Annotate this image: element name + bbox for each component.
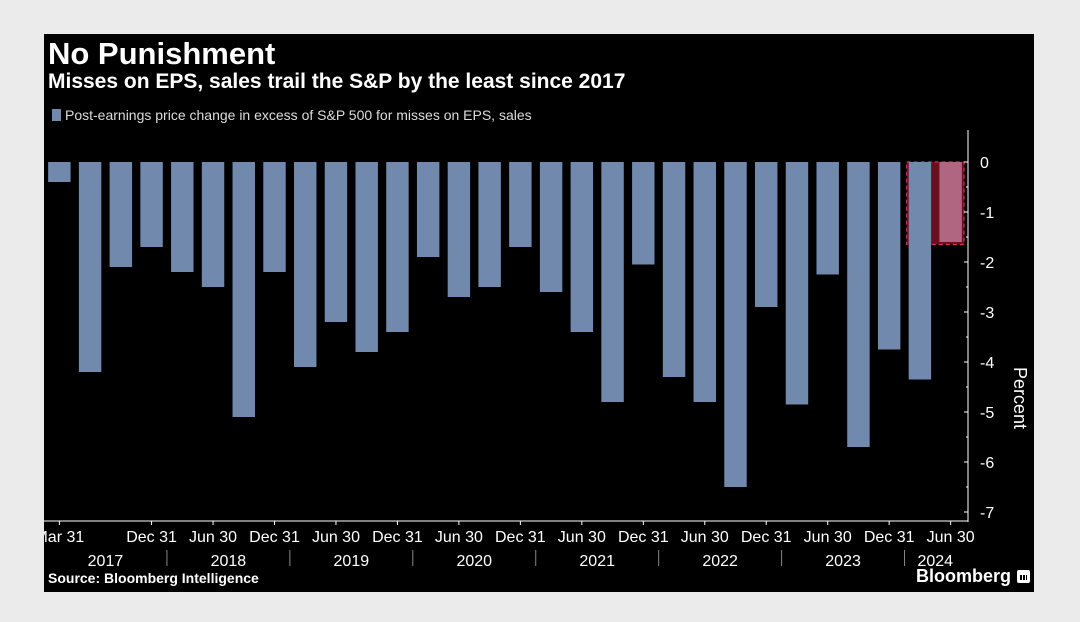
x-tick-label: Dec 31	[249, 529, 300, 546]
x-tick-label: Dec 31	[372, 529, 423, 546]
x-year-label: 2020	[456, 553, 492, 566]
y-axis-title: Percent	[1010, 367, 1030, 429]
chart-subtitle: Misses on EPS, sales trail the S&P by th…	[48, 70, 626, 93]
x-tick-label: Jun 30	[435, 529, 483, 546]
chart-legend: Post-earnings price change in excess of …	[52, 107, 532, 123]
bar-sep-2018	[232, 162, 255, 417]
y-tick-label: 0	[980, 155, 989, 172]
y-tick-label: -4	[980, 355, 994, 372]
bar-sep-2023	[847, 162, 870, 447]
x-year-label: 2023	[825, 553, 861, 566]
source-note: Source: Bloomberg Intelligence	[48, 570, 259, 586]
y-tick-label: -1	[980, 205, 994, 222]
bar-jun-2018	[201, 162, 225, 287]
x-tick-label: Jun 30	[312, 529, 360, 546]
bar-mar-2024	[908, 162, 932, 380]
y-tick-label: -5	[980, 405, 994, 422]
bar-mar-2023	[785, 162, 809, 405]
bar-dec-2023	[877, 162, 901, 350]
bar-jun-2019	[324, 162, 348, 322]
brand-name: Bloomberg	[915, 566, 1011, 586]
bar-dec-2022	[755, 162, 778, 307]
bar-dec-2017	[140, 162, 163, 247]
bar-jun-2017	[78, 162, 102, 372]
bar-sep-2022	[724, 162, 747, 487]
bar-dec-2018	[263, 162, 286, 272]
x-tick-label: Jun 30	[189, 529, 237, 546]
bar-jun-2023	[816, 162, 839, 275]
x-tick-label: Dec 31	[126, 529, 177, 546]
bar-sep-2020	[478, 162, 501, 287]
bar-mar-2018	[171, 162, 194, 272]
y-tick-label: -7	[980, 505, 994, 522]
bar-jun-2021	[570, 162, 594, 332]
x-year-label: 2021	[579, 553, 615, 566]
bar-mar-2019	[294, 162, 317, 367]
x-tick-label: Mar 31	[44, 529, 84, 546]
legend-label: Post-earnings price change in excess of …	[65, 107, 532, 123]
bar-sep-2019	[355, 162, 378, 352]
bar-jun-2022	[693, 162, 716, 402]
bar-jun-2024	[939, 162, 962, 242]
y-tick-label: -2	[980, 255, 994, 272]
bar-dec-2019	[386, 162, 409, 332]
x-tick-label: Jun 30	[804, 529, 852, 546]
y-tick-label: -6	[980, 455, 994, 472]
bar-sep-2021	[601, 162, 624, 402]
bar-dec-2020	[509, 162, 532, 247]
x-year-label: 2024	[917, 553, 953, 566]
brand-logo: Bloomberg	[916, 566, 1030, 587]
bar-jun-2020	[447, 162, 471, 297]
bar-sep-2017	[109, 162, 133, 267]
legend-swatch	[52, 109, 61, 121]
bar-dec-2021	[632, 162, 655, 265]
bar-mar-2017	[48, 162, 71, 182]
x-tick-label: Dec 31	[495, 529, 546, 546]
chart-title: No Punishment	[48, 36, 276, 71]
x-year-label: 2018	[211, 553, 247, 566]
x-tick-label: Dec 31	[741, 529, 792, 546]
x-tick-label: Jun 30	[927, 529, 975, 546]
x-year-label: 2017	[88, 553, 124, 566]
terminal-icon	[1017, 570, 1030, 583]
bar-mar-2022	[662, 162, 686, 377]
chart-card: No Punishment Misses on EPS, sales trail…	[44, 34, 1034, 592]
x-tick-label: Jun 30	[558, 529, 606, 546]
x-tick-label: Dec 31	[618, 529, 669, 546]
x-tick-label: Jun 30	[681, 529, 729, 546]
x-year-label: 2019	[334, 553, 370, 566]
bar-mar-2020	[416, 162, 440, 257]
x-year-label: 2022	[702, 553, 738, 566]
bar-chart: 0 -1 -2 -3 -4 -5 -6 -7 Percent Mar 31 Dec 31 Jun 30…	[44, 130, 1030, 566]
y-tick-label: -3	[980, 305, 994, 322]
bar-mar-2021	[539, 162, 563, 292]
x-tick-label: Dec 31	[864, 529, 915, 546]
